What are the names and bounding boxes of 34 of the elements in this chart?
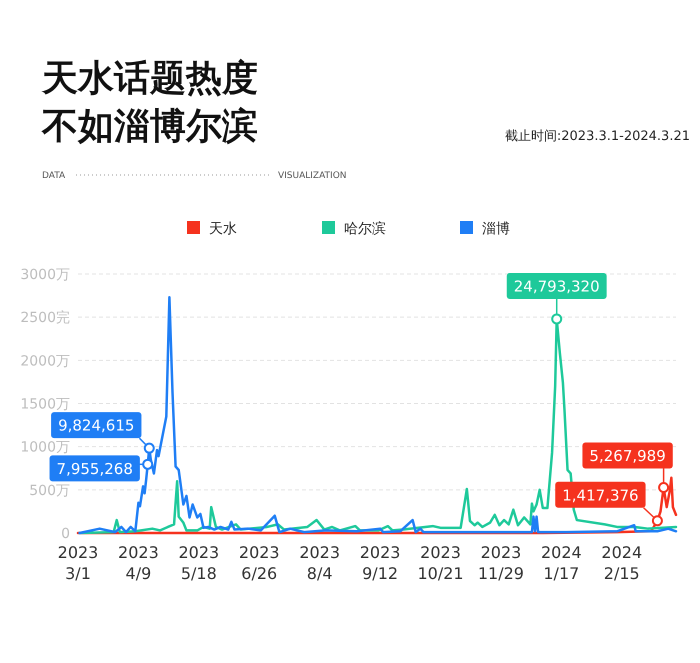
legend-label: 哈尔滨 [344,221,386,237]
y-tick-label: 1500万 [20,396,70,412]
text: 截止时间:2023.3.1-2024.3.21 [504,129,690,144]
x-tick-label: 2023 8/4 [299,543,340,583]
annotation: 24,793,320 [514,277,600,296]
legend-label: 淄博 [482,221,510,237]
point [658,482,670,494]
text: DATA [42,171,66,181]
point [652,515,663,526]
point [142,458,154,470]
x-tick-label: 2023 9/12 [360,543,400,583]
legend-label: 天水 [209,221,237,237]
annotation: 9,824,615 [58,416,134,435]
y-tick-label: 0 [61,526,70,542]
x-tick-label: 2023 4/9 [118,543,159,583]
chart-title: 天水话题热度不如淄博尔滨 [41,58,258,147]
x-tick-label: 2024 2/15 [601,543,642,583]
text: VISUALIZATION [278,171,347,181]
x-tick-label: 2023 6/26 [238,543,280,583]
y-tick-label: 1000万 [20,440,70,456]
x-tick-label: 2023 10/21 [417,543,464,583]
x-tick-label: 2023 5/18 [178,543,220,583]
y-tick-label: 2500完 [20,310,70,326]
y-tick-label: 2000万 [20,353,70,370]
x-tick-label: 2023 11/29 [478,543,524,583]
point [144,442,155,454]
annotation: 1,417,376 [562,486,639,504]
point [551,313,562,324]
y-tick-label: 3000万 [20,267,70,283]
annotation: 5,267,989 [589,447,666,466]
x-tick-label: 2024 1/17 [541,543,582,583]
x-tick-label: 2023 3/1 [58,543,98,583]
annotation: 7,955,268 [56,460,133,478]
y-tick-label: 500万 [29,482,70,499]
